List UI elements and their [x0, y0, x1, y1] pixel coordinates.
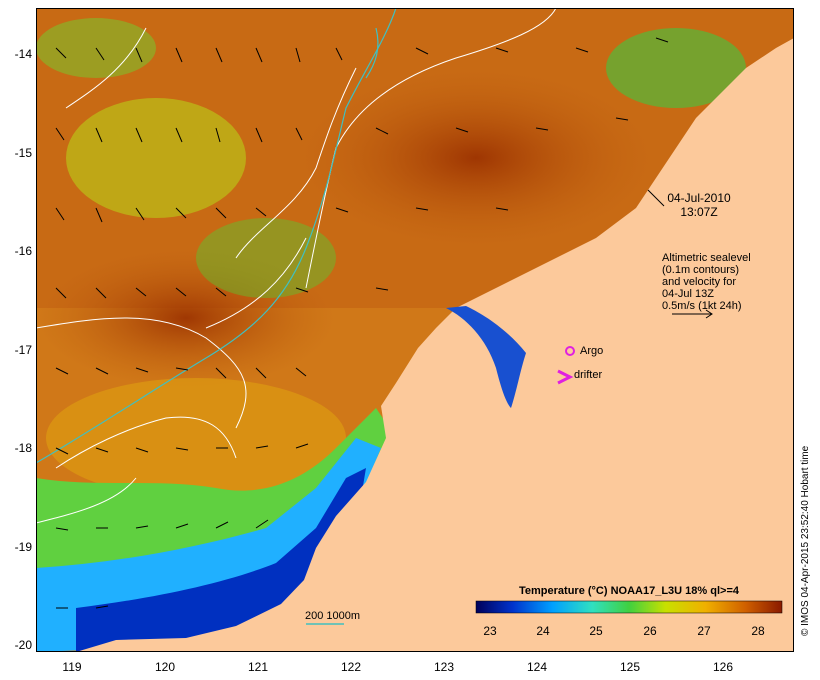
lon-tick-126: 126	[712, 660, 734, 674]
drifter-label: drifter	[574, 369, 603, 381]
lon-tick-119: 119	[62, 660, 82, 674]
date-pointer	[647, 189, 665, 207]
argo-label: Argo	[580, 345, 604, 357]
altimetry-line-5: 0.5m/s (1kt 24h)	[662, 300, 742, 312]
date-text: 04-Jul-2010	[667, 191, 731, 205]
lon-tick-120: 120	[154, 660, 176, 674]
colorbar-tick-25: 25	[589, 624, 603, 638]
coastal-blue-band	[76, 468, 366, 652]
colorbar-title: Temperature (°C) NOAA17_L3U 18% ql>=4	[519, 585, 739, 597]
credit-text: © IMOS 04-Apr-2015 23:52:40 Hobart time	[800, 445, 811, 636]
map-border	[36, 8, 794, 652]
lat-tick-17: -17	[14, 343, 32, 357]
velocity-arrows	[55, 37, 669, 609]
colorbar-tick-24: 24	[536, 624, 550, 638]
colorbar	[475, 600, 783, 614]
date-label: 04-Jul-2010 13:07Z	[664, 191, 734, 219]
lat-tick-19: -19	[14, 540, 32, 554]
lat-tick-20: -20	[14, 638, 32, 652]
altimetry-line-1: Altimetric sealevel	[662, 252, 751, 264]
lat-tick-18: -18	[14, 441, 32, 455]
coastal-inlet	[446, 306, 526, 408]
lon-tick-122: 122	[340, 660, 362, 674]
lat-tick-15: -15	[14, 146, 32, 160]
cool-patch-d	[606, 28, 746, 108]
reference-arrow-icon	[672, 309, 713, 319]
lon-tick-123: 123	[433, 660, 455, 674]
altimetry-line-3: and velocity for	[662, 276, 736, 288]
colorbar-tick-27: 27	[697, 624, 711, 638]
isobath-lines	[36, 8, 397, 464]
altimetry-note: Altimetric sealevel (0.1m contours) and …	[662, 252, 751, 312]
warm-eddy-north	[296, 68, 656, 248]
altimetry-line-4: 04-Jul 13Z	[662, 288, 714, 300]
colorbar-tick-23: 23	[483, 624, 497, 638]
colorbar-tick-26: 26	[643, 624, 657, 638]
isobath-scale-label: 200 1000m	[305, 610, 361, 622]
lat-tick-14: -14	[14, 47, 32, 61]
time-text: 13:07Z	[680, 205, 718, 219]
colorbar-tick-28: 28	[751, 624, 765, 638]
lon-tick-125: 125	[619, 660, 641, 674]
lon-tick-124: 124	[526, 660, 548, 674]
altimetry-line-2: (0.1m contours)	[662, 264, 740, 276]
land-mass	[76, 8, 794, 652]
cool-patch-a	[66, 98, 246, 218]
sst-map	[36, 8, 794, 652]
drifter-marker	[557, 369, 574, 385]
lon-tick-121: 121	[247, 660, 269, 674]
warm-south-band	[46, 378, 346, 498]
warm-eddy-west	[36, 248, 336, 388]
lat-tick-16: -16	[14, 244, 32, 258]
cool-patch-b	[196, 218, 336, 298]
sealevel-contours	[36, 8, 557, 524]
argo-marker	[565, 346, 575, 356]
